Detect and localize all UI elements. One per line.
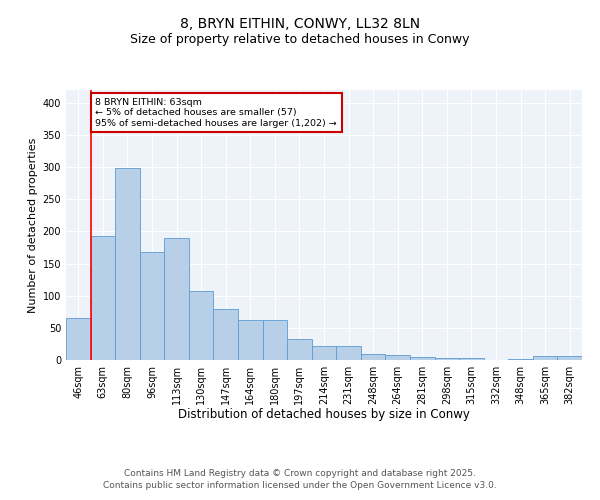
Bar	[91, 236, 115, 360]
Bar	[508, 358, 533, 360]
Bar	[140, 252, 164, 360]
Bar	[385, 355, 410, 360]
Bar	[287, 340, 312, 360]
Text: 8, BRYN EITHIN, CONWY, LL32 8LN: 8, BRYN EITHIN, CONWY, LL32 8LN	[180, 18, 420, 32]
Text: Size of property relative to detached houses in Conwy: Size of property relative to detached ho…	[130, 32, 470, 46]
Bar	[533, 356, 557, 360]
Bar	[410, 358, 434, 360]
Bar	[189, 290, 214, 360]
Text: 8 BRYN EITHIN: 63sqm
← 5% of detached houses are smaller (57)
95% of semi-detach: 8 BRYN EITHIN: 63sqm ← 5% of detached ho…	[95, 98, 337, 128]
Bar	[459, 358, 484, 360]
Bar	[238, 320, 263, 360]
Bar	[434, 358, 459, 360]
Bar	[263, 320, 287, 360]
Bar	[214, 308, 238, 360]
Y-axis label: Number of detached properties: Number of detached properties	[28, 138, 38, 312]
Bar	[164, 238, 189, 360]
Bar	[557, 356, 582, 360]
Bar	[115, 168, 140, 360]
Text: Contains HM Land Registry data © Crown copyright and database right 2025.
Contai: Contains HM Land Registry data © Crown c…	[103, 469, 497, 490]
Bar	[336, 346, 361, 360]
Bar	[312, 346, 336, 360]
Bar	[66, 318, 91, 360]
X-axis label: Distribution of detached houses by size in Conwy: Distribution of detached houses by size …	[178, 408, 470, 422]
Bar	[361, 354, 385, 360]
